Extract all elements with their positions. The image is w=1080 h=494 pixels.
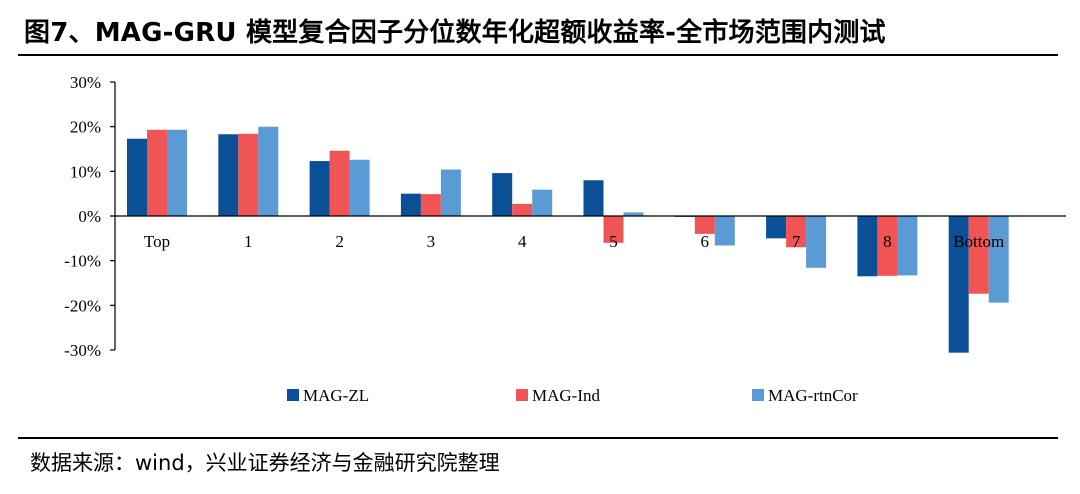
- legend-swatch-mag-zl: [287, 389, 299, 401]
- x-tick-label: 1: [244, 232, 253, 251]
- y-tick-label: -30%: [64, 341, 101, 360]
- x-tick-label: 3: [427, 232, 436, 251]
- y-tick-label: 0%: [78, 207, 101, 226]
- bar-mag-rtncor-top: [167, 129, 187, 216]
- bar-mag-zl-3: [400, 193, 421, 216]
- bar-mag-rtncor-3: [440, 169, 461, 216]
- bar-mag-ind-4: [512, 203, 533, 216]
- bar-mag-ind-6: [694, 216, 715, 234]
- bar-mag-zl-7: [766, 216, 787, 239]
- x-tick-label: 4: [518, 232, 527, 251]
- y-tick-label: 10%: [70, 162, 101, 181]
- legend-swatch-mag-ind: [516, 389, 528, 401]
- bar-mag-ind-top: [147, 129, 167, 216]
- legend-label: MAG-ZL: [303, 386, 369, 405]
- bar-mag-zl-4: [492, 173, 513, 216]
- source-note: 数据来源：wind，兴业证券经济与金融研究院整理: [30, 451, 500, 475]
- figure-title: 图7、MAG-GRU 模型复合因子分位数年化超额收益率-全市场范围内测试: [24, 18, 886, 48]
- y-tick-label: 20%: [70, 118, 101, 137]
- bar-mag-ind-1: [238, 133, 259, 216]
- x-tick-label: 5: [609, 232, 618, 251]
- y-tick-label: -20%: [64, 296, 101, 315]
- bar-mag-rtncor-bottom: [988, 216, 1009, 303]
- source-rule: [18, 437, 1058, 439]
- y-tick-label: -10%: [64, 252, 101, 271]
- bar-mag-ind-bottom: [968, 216, 989, 294]
- bar-mag-ind-3: [420, 194, 441, 216]
- bar-mag-zl-bottom: [948, 216, 969, 353]
- bar-mag-ind-5: [603, 216, 624, 243]
- legend-label: MAG-Ind: [532, 386, 600, 405]
- bar-mag-zl-8: [857, 216, 878, 277]
- bar-mag-rtncor-1: [258, 126, 279, 216]
- bar-mag-ind-2: [329, 150, 350, 216]
- bar-mag-ind-7: [786, 216, 807, 248]
- bar-mag-rtncor-2: [349, 159, 370, 216]
- y-tick-label: 30%: [70, 73, 101, 92]
- x-tick-label: Top: [144, 232, 170, 251]
- legend-label: MAG-rtnCor: [768, 386, 858, 405]
- x-tick-label: 8: [883, 232, 892, 251]
- bar-mag-zl-2: [309, 161, 330, 216]
- bar-mag-zl-5: [583, 180, 604, 216]
- bar-mag-rtncor-7: [806, 216, 827, 268]
- x-tick-label: 6: [701, 232, 710, 251]
- bar-mag-rtncor-6: [714, 216, 735, 246]
- title-rule: [18, 54, 1058, 56]
- legend-swatch-mag-rtncor: [752, 389, 764, 401]
- bar-mag-rtncor-5: [623, 212, 644, 216]
- bar-mag-zl-1: [218, 134, 239, 216]
- bar-mag-zl-top: [127, 138, 147, 216]
- bar-mag-rtncor-4: [532, 189, 553, 216]
- x-tick-label: 2: [335, 232, 344, 251]
- bar-mag-rtncor-8: [897, 216, 918, 276]
- x-tick-label: Bottom: [953, 232, 1004, 251]
- x-tick-label: 7: [792, 232, 801, 251]
- bar-mag-ind-8: [877, 216, 898, 276]
